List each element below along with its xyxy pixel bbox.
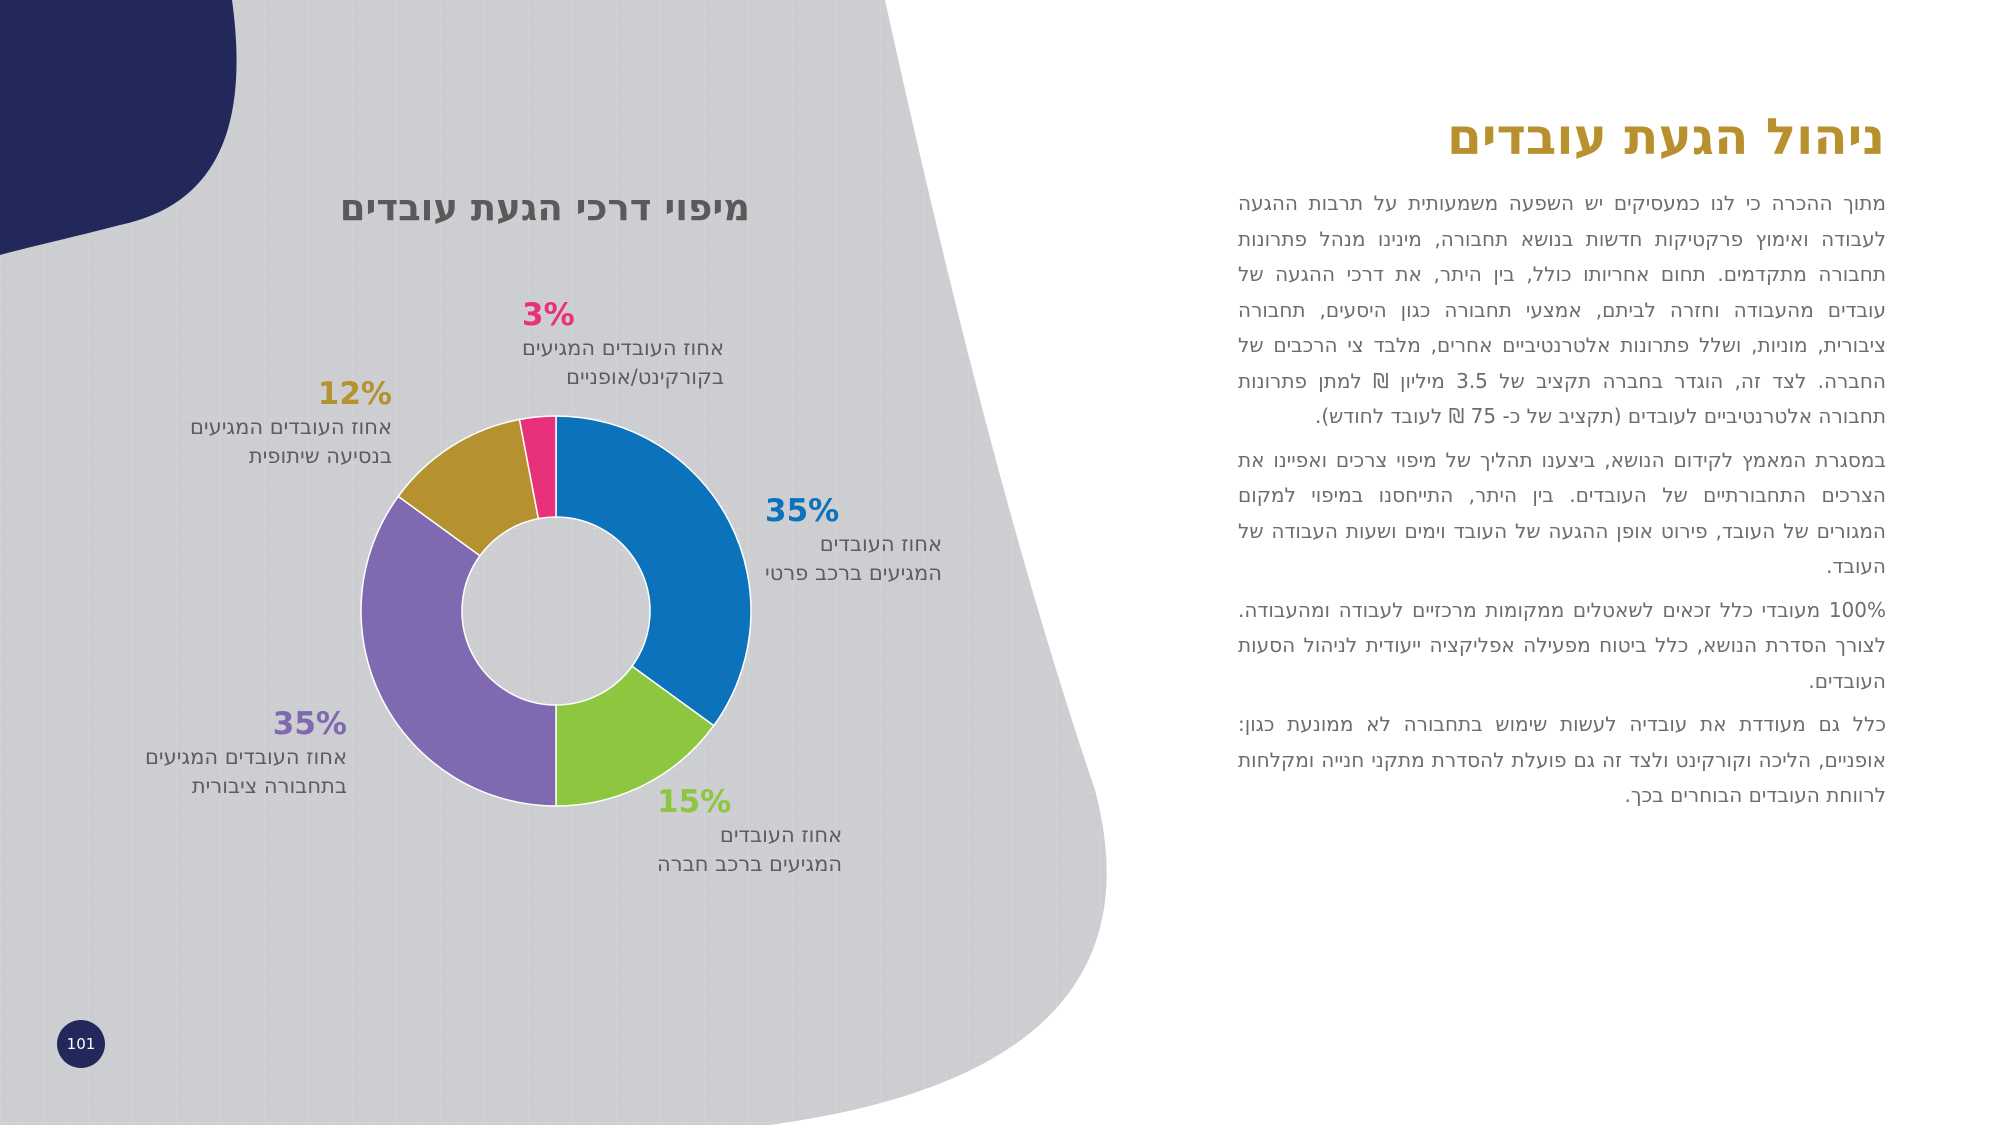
category-label: בתחבורה ציבורית xyxy=(191,774,347,798)
chart-title: מיפוי דרכי הגעת עובדים xyxy=(339,186,750,229)
category-label: אחוז העובדים xyxy=(719,823,843,847)
body-text: מתוך ההכרה כי לנו כמעסיקים יש השפעה משמע… xyxy=(1238,186,1886,822)
paragraph: מתוך ההכרה כי לנו כמעסיקים יש השפעה משמע… xyxy=(1238,191,1886,428)
page-title: ניהול הגעת עובדים xyxy=(1447,108,1885,166)
label-carpool: 12% אחוז העובדים המגיעים בנסיעה שיתופית xyxy=(190,375,392,471)
paragraph: 100% מעובדי כלל זכאים לשאטלים ממקומות מר… xyxy=(1238,597,1886,693)
label-company-car: 15% אחוז העובדים המגיעים ברכב חברה xyxy=(657,783,842,879)
category-label: המגיעים ברכב חברה xyxy=(657,852,843,876)
category-label: המגיעים ברכב פרטי xyxy=(765,561,942,585)
slice-company-car xyxy=(555,665,715,807)
category-label: אחוז העובדים המגיעים xyxy=(189,415,392,439)
label-public-transport: 35% אחוז העובדים המגיעים בתחבורה ציבורית xyxy=(145,705,347,801)
value-label: 3% xyxy=(522,297,575,333)
value-label: 12% xyxy=(317,376,392,412)
slice-private-car xyxy=(555,415,752,727)
value-label: 35% xyxy=(765,493,840,529)
grid-texture xyxy=(0,0,1107,1125)
value-label: 15% xyxy=(657,784,732,820)
category-label: בנסיעה שיתופית xyxy=(248,444,392,468)
label-scooter-bike: 3% אחוז העובדים המגיעים בקורקינט/אופניים xyxy=(522,296,724,392)
category-label: אחוז העובדים xyxy=(819,532,942,556)
category-label: בקורקינט/אופניים xyxy=(566,365,725,389)
label-private-car: 35% אחוז העובדים המגיעים ברכב פרטי xyxy=(765,492,942,588)
value-label: 35% xyxy=(272,706,347,742)
slice-public-transport xyxy=(360,495,557,807)
category-label: אחוז העובדים המגיעים xyxy=(144,745,347,769)
category-label: אחוז העובדים המגיעים xyxy=(522,336,725,360)
paragraph: במסגרת המאמץ לקידום הנושא, ביצענו תהליך … xyxy=(1238,447,1886,579)
slice-scooter-bike xyxy=(518,415,557,520)
navy-corner-shape xyxy=(0,0,237,255)
paragraph: כלל גם מעודדת את עובדיה לעשות שימוש בתחב… xyxy=(1238,712,1886,807)
page-number: 101 xyxy=(57,1020,105,1068)
